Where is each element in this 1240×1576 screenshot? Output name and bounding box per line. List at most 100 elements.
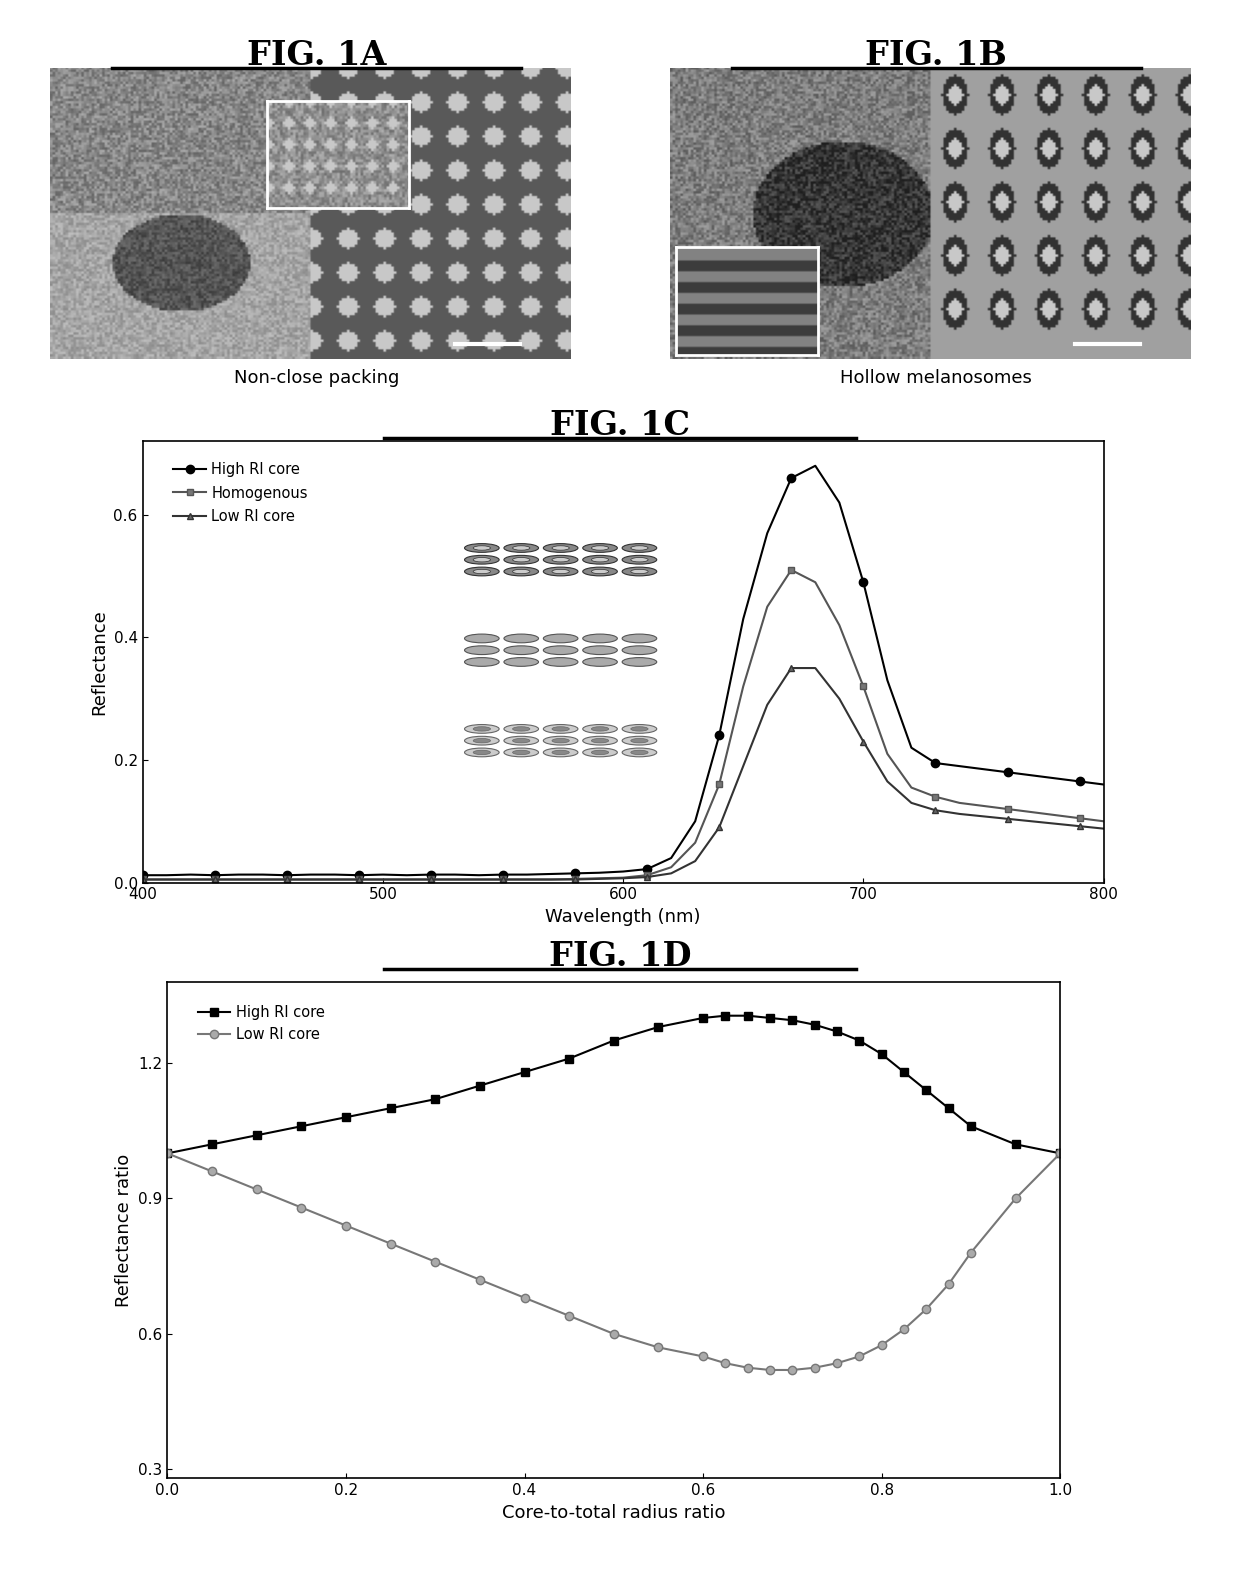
Ellipse shape <box>622 657 657 667</box>
Ellipse shape <box>543 725 578 733</box>
Ellipse shape <box>465 567 500 575</box>
Line: High RI core: High RI core <box>164 1012 1064 1157</box>
Ellipse shape <box>583 736 618 745</box>
Ellipse shape <box>583 749 618 756</box>
Ellipse shape <box>465 725 500 733</box>
Ellipse shape <box>622 725 657 733</box>
Low RI core <box>249 1180 264 1199</box>
X-axis label: Core-to-total radius ratio: Core-to-total radius ratio <box>502 1504 725 1522</box>
High RI core <box>740 1005 755 1024</box>
Text: FIG. 1B: FIG. 1B <box>866 39 1007 71</box>
Ellipse shape <box>622 749 657 756</box>
Low RI core <box>160 1144 175 1163</box>
Low RI core <box>1053 1144 1068 1163</box>
Low RI core <box>830 1354 844 1373</box>
Low RI core <box>718 1354 733 1373</box>
Ellipse shape <box>552 558 569 563</box>
Low RI core <box>205 1162 219 1180</box>
Low RI core <box>294 1198 309 1217</box>
Ellipse shape <box>503 544 538 552</box>
Low RI core <box>807 1359 822 1377</box>
Ellipse shape <box>503 634 538 643</box>
High RI core <box>472 1076 487 1095</box>
Text: FIG. 1C: FIG. 1C <box>551 410 689 441</box>
Low RI core <box>763 1360 777 1379</box>
Low RI core <box>383 1234 398 1253</box>
High RI core <box>897 1062 911 1081</box>
Ellipse shape <box>474 739 491 742</box>
High RI core <box>785 1010 800 1029</box>
High RI core <box>1008 1135 1023 1154</box>
Ellipse shape <box>622 736 657 745</box>
High RI core <box>963 1117 978 1136</box>
Ellipse shape <box>503 555 538 564</box>
Ellipse shape <box>583 567 618 575</box>
Low RI core <box>562 1307 577 1325</box>
High RI core <box>249 1125 264 1144</box>
Ellipse shape <box>552 545 569 550</box>
Ellipse shape <box>552 750 569 755</box>
Ellipse shape <box>631 750 649 755</box>
High RI core <box>517 1062 532 1081</box>
Low RI core <box>963 1243 978 1262</box>
Low RI core <box>696 1347 711 1366</box>
Ellipse shape <box>583 544 618 552</box>
High RI core <box>941 1098 956 1117</box>
High RI core <box>383 1098 398 1117</box>
Ellipse shape <box>543 544 578 552</box>
Ellipse shape <box>583 634 618 643</box>
High RI core <box>919 1081 934 1100</box>
Ellipse shape <box>583 646 618 654</box>
Text: FIG. 1A: FIG. 1A <box>247 39 386 71</box>
X-axis label: Wavelength (nm): Wavelength (nm) <box>546 908 701 927</box>
High RI core <box>696 1009 711 1028</box>
Low RI core <box>740 1359 755 1377</box>
Ellipse shape <box>512 545 529 550</box>
Ellipse shape <box>622 646 657 654</box>
Low RI core <box>1008 1188 1023 1207</box>
Ellipse shape <box>552 569 569 574</box>
Ellipse shape <box>512 569 529 574</box>
Low RI core <box>339 1217 353 1236</box>
Ellipse shape <box>474 569 491 574</box>
Ellipse shape <box>503 725 538 733</box>
Ellipse shape <box>503 646 538 654</box>
Ellipse shape <box>622 634 657 643</box>
Ellipse shape <box>552 739 569 742</box>
Ellipse shape <box>503 567 538 575</box>
Ellipse shape <box>512 558 529 563</box>
Legend: High RI core, Low RI core: High RI core, Low RI core <box>192 999 331 1048</box>
High RI core <box>428 1089 443 1108</box>
Ellipse shape <box>591 558 609 563</box>
High RI core <box>562 1050 577 1069</box>
Ellipse shape <box>503 749 538 756</box>
Ellipse shape <box>583 657 618 667</box>
High RI core <box>830 1023 844 1042</box>
Ellipse shape <box>583 555 618 564</box>
Low RI core <box>428 1253 443 1272</box>
High RI core <box>763 1009 777 1028</box>
High RI core <box>807 1015 822 1034</box>
High RI core <box>205 1135 219 1154</box>
Low RI core <box>472 1270 487 1289</box>
Ellipse shape <box>465 555 500 564</box>
High RI core <box>1053 1144 1068 1163</box>
Ellipse shape <box>503 736 538 745</box>
Ellipse shape <box>474 727 491 731</box>
Low RI core <box>919 1300 934 1319</box>
Ellipse shape <box>543 634 578 643</box>
High RI core <box>718 1005 733 1024</box>
Ellipse shape <box>474 558 491 563</box>
Low RI core <box>874 1336 889 1355</box>
High RI core <box>852 1031 867 1050</box>
High RI core <box>606 1031 621 1050</box>
Ellipse shape <box>622 567 657 575</box>
Text: Non-close packing: Non-close packing <box>233 369 399 386</box>
Low RI core <box>941 1275 956 1294</box>
Ellipse shape <box>591 545 609 550</box>
Low RI core <box>785 1360 800 1379</box>
Text: Hollow melanosomes: Hollow melanosomes <box>841 369 1032 386</box>
Ellipse shape <box>543 567 578 575</box>
Line: Low RI core: Low RI core <box>164 1149 1064 1374</box>
Low RI core <box>517 1288 532 1307</box>
